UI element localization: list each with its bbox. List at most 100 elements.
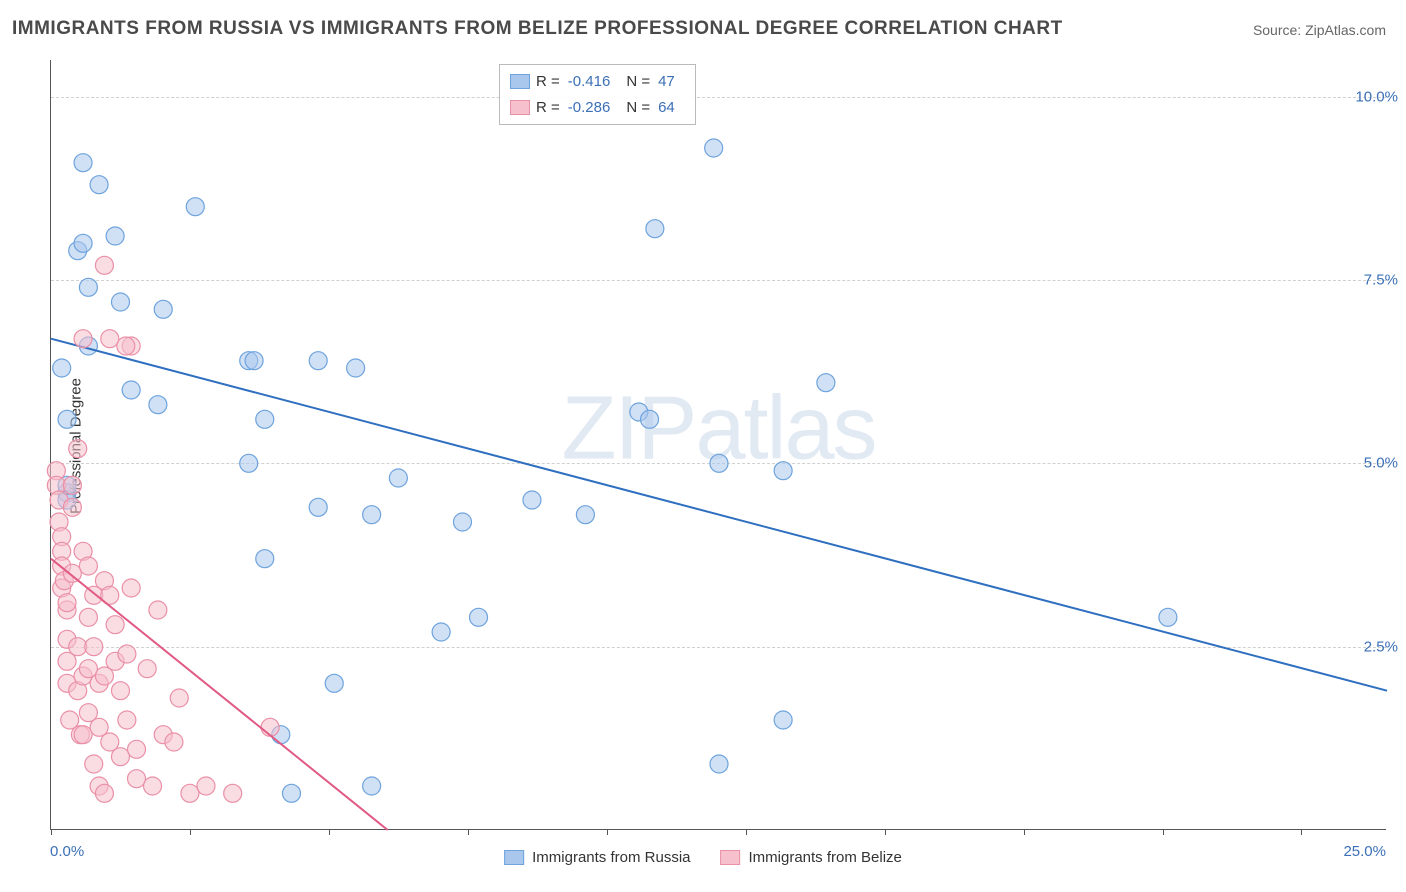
x-tick-mark <box>1163 829 1164 835</box>
data-point <box>111 748 129 766</box>
swatch-belize-icon <box>721 850 741 865</box>
data-point <box>63 498 81 516</box>
x-tick-min: 0.0% <box>50 843 84 860</box>
legend-item-russia: Immigrants from Russia <box>504 849 690 866</box>
plot-area: ZIPatlas R = -0.416 N = 47 R = -0.286 N … <box>50 60 1386 830</box>
y-tick-label: 5.0% <box>1364 455 1398 472</box>
x-tick-mark <box>607 829 608 835</box>
data-point <box>256 550 274 568</box>
legend-item-belize: Immigrants from Belize <box>721 849 902 866</box>
data-point <box>138 660 156 678</box>
x-tick-max: 25.0% <box>1343 843 1386 860</box>
series-legend: Immigrants from Russia Immigrants from B… <box>504 849 902 866</box>
data-point <box>85 755 103 773</box>
data-point <box>363 777 381 795</box>
data-point <box>144 777 162 795</box>
x-tick-mark <box>885 829 886 835</box>
data-point <box>245 352 263 370</box>
data-point <box>154 300 172 318</box>
data-point <box>224 784 242 802</box>
data-point <box>641 410 659 428</box>
legend-row-belize: R = -0.286 N = 64 <box>510 95 685 121</box>
source-label: Source: <box>1253 22 1305 38</box>
data-point <box>74 154 92 172</box>
data-point <box>117 337 135 355</box>
data-point <box>165 733 183 751</box>
data-point <box>261 718 279 736</box>
data-point <box>122 579 140 597</box>
correlation-legend: R = -0.416 N = 47 R = -0.286 N = 64 <box>499 64 696 125</box>
data-point <box>523 491 541 509</box>
data-point <box>58 410 76 428</box>
data-point <box>710 755 728 773</box>
data-point <box>63 564 81 582</box>
data-point <box>389 469 407 487</box>
data-point <box>240 454 258 472</box>
trend-line <box>51 339 1387 691</box>
data-point <box>122 381 140 399</box>
data-point <box>106 616 124 634</box>
r-label: R = <box>536 69 560 95</box>
data-point <box>79 557 97 575</box>
r-label: R = <box>536 95 560 121</box>
chart-title: IMMIGRANTS FROM RUSSIA VS IMMIGRANTS FRO… <box>12 18 1063 40</box>
data-point <box>118 645 136 663</box>
data-point <box>470 608 488 626</box>
data-point <box>646 220 664 238</box>
x-tick-mark <box>468 829 469 835</box>
data-point <box>63 476 81 494</box>
data-point <box>282 784 300 802</box>
data-point <box>111 682 129 700</box>
data-point <box>576 506 594 524</box>
x-tick-mark <box>1024 829 1025 835</box>
source-link[interactable]: ZipAtlas.com <box>1305 22 1386 38</box>
x-tick-mark <box>190 829 191 835</box>
data-point <box>74 726 92 744</box>
source-attribution: Source: ZipAtlas.com <box>1253 22 1386 38</box>
r-value-belize: -0.286 <box>568 95 611 121</box>
data-point <box>817 374 835 392</box>
data-point <box>74 330 92 348</box>
data-point <box>95 256 113 274</box>
swatch-belize <box>510 100 530 115</box>
x-tick-mark <box>329 829 330 835</box>
data-point <box>309 352 327 370</box>
r-value-russia: -0.416 <box>568 69 611 95</box>
data-point <box>256 410 274 428</box>
n-label: N = <box>626 95 650 121</box>
n-label: N = <box>626 69 650 95</box>
data-point <box>197 777 215 795</box>
y-tick-label: 2.5% <box>1364 638 1398 655</box>
n-value-russia: 47 <box>658 69 675 95</box>
data-point <box>95 784 113 802</box>
data-point <box>85 638 103 656</box>
y-tick-label: 10.0% <box>1355 88 1398 105</box>
data-point <box>79 278 97 296</box>
data-point <box>1159 608 1177 626</box>
data-point <box>69 440 87 458</box>
x-tick-mark <box>746 829 747 835</box>
data-point <box>432 623 450 641</box>
data-point <box>128 740 146 758</box>
data-point <box>106 227 124 245</box>
data-point <box>58 594 76 612</box>
legend-label-russia: Immigrants from Russia <box>532 849 690 866</box>
data-point <box>710 454 728 472</box>
data-point <box>101 330 119 348</box>
data-point <box>74 234 92 252</box>
data-point <box>69 638 87 656</box>
data-point <box>149 601 167 619</box>
swatch-russia-icon <box>504 850 524 865</box>
n-value-belize: 64 <box>658 95 675 121</box>
data-point <box>453 513 471 531</box>
data-point <box>170 689 188 707</box>
data-point <box>347 359 365 377</box>
data-point <box>90 176 108 194</box>
data-point <box>363 506 381 524</box>
data-point <box>53 359 71 377</box>
scatter-svg <box>51 60 1386 829</box>
data-point <box>149 396 167 414</box>
legend-row-russia: R = -0.416 N = 47 <box>510 69 685 95</box>
data-point <box>186 198 204 216</box>
data-point <box>128 770 146 788</box>
